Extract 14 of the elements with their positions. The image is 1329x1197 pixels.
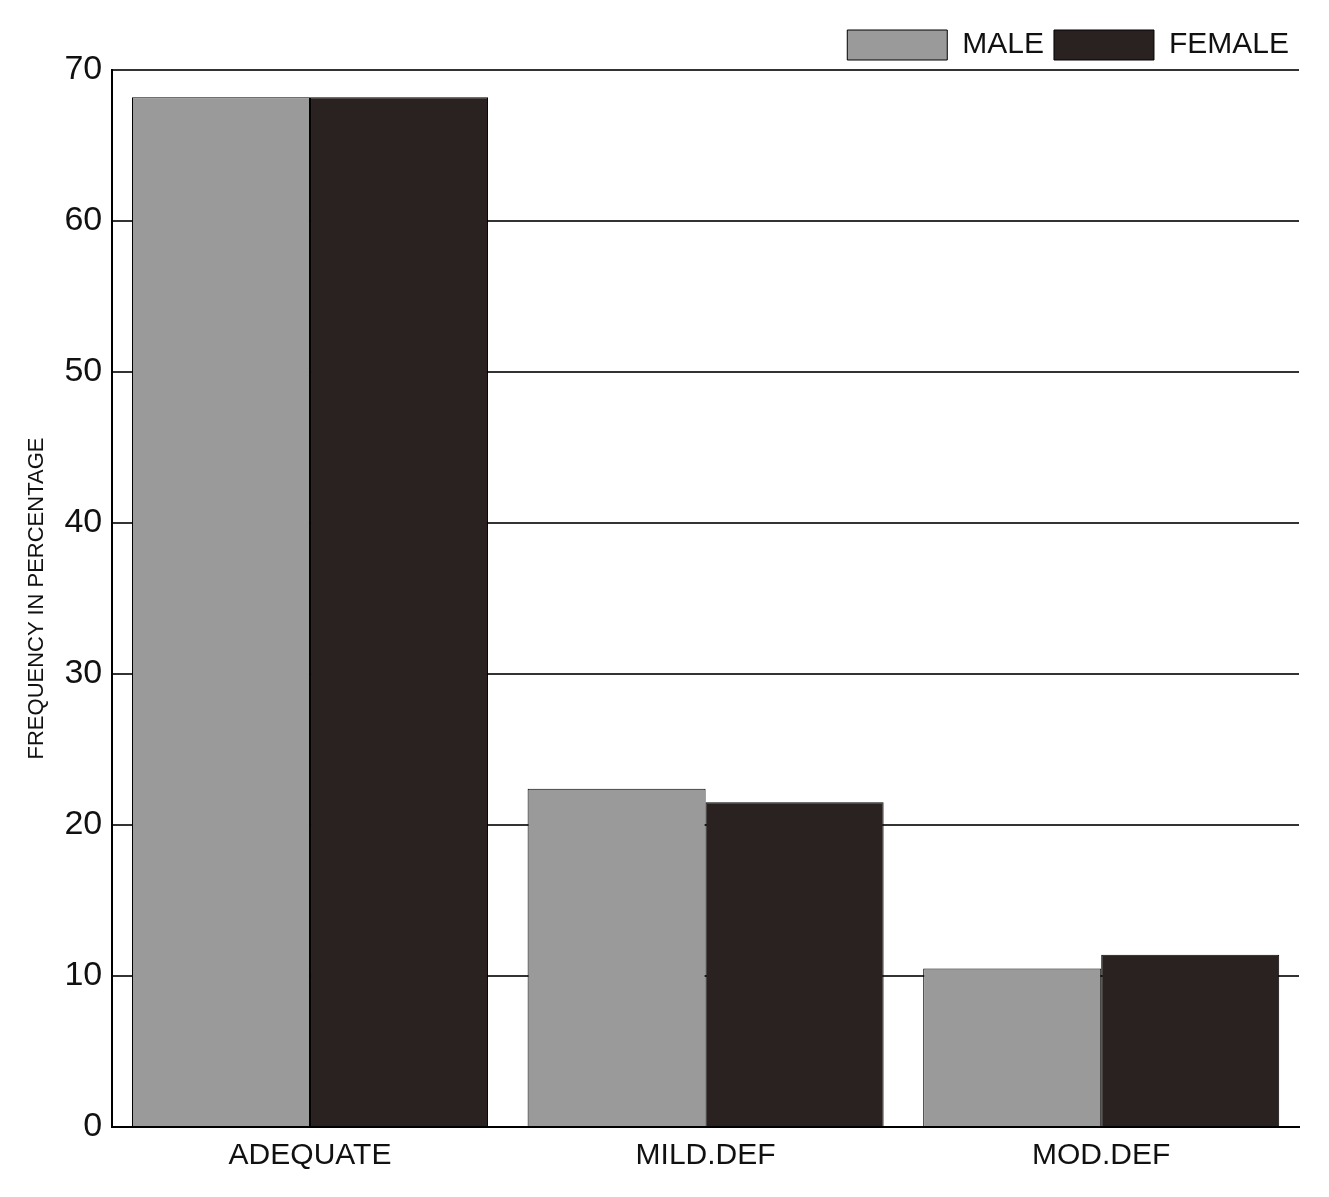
y-tick-label: 60	[64, 199, 103, 238]
y-axis-title: FREQUENCY IN PERCENTAGE	[23, 437, 49, 760]
y-tick-label: 40	[64, 501, 103, 540]
y-tick-label: 10	[64, 954, 103, 993]
x-tick-label: MOD.DEF	[1032, 1137, 1171, 1171]
y-tick-label: 30	[64, 652, 103, 691]
y-tick-label: 0	[83, 1105, 103, 1144]
y-tick-label: 20	[64, 803, 103, 842]
legend-label: MALE	[962, 26, 1044, 60]
x-tick-label: ADEQUATE	[228, 1137, 392, 1171]
legend-label: FEMALE	[1168, 26, 1289, 60]
y-tick-label: 70	[64, 48, 103, 87]
x-tick-label: MILD.DEF	[635, 1137, 776, 1171]
y-tick-label: 50	[64, 350, 103, 389]
